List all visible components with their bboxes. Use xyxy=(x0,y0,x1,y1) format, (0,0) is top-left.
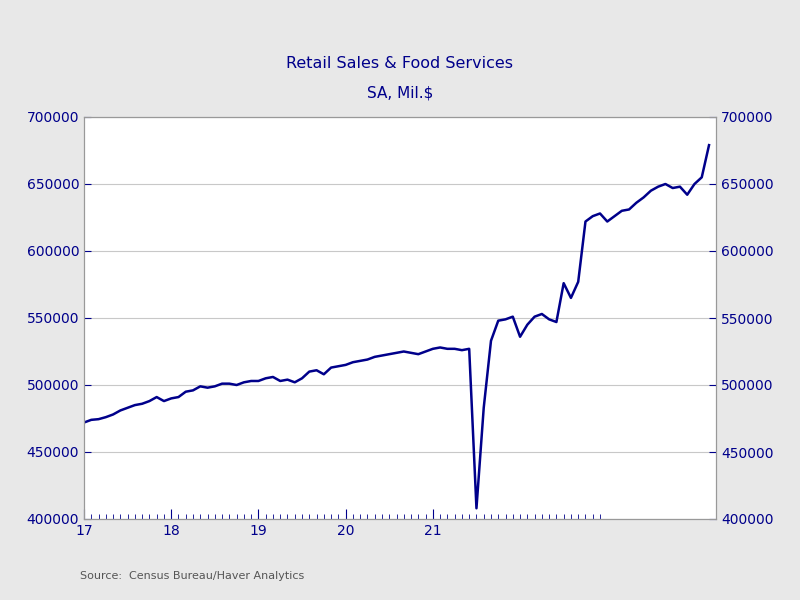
Text: SA, Mil.$: SA, Mil.$ xyxy=(367,85,433,100)
Text: Retail Sales & Food Services: Retail Sales & Food Services xyxy=(286,55,514,70)
Text: Source:  Census Bureau/Haver Analytics: Source: Census Bureau/Haver Analytics xyxy=(80,571,304,581)
